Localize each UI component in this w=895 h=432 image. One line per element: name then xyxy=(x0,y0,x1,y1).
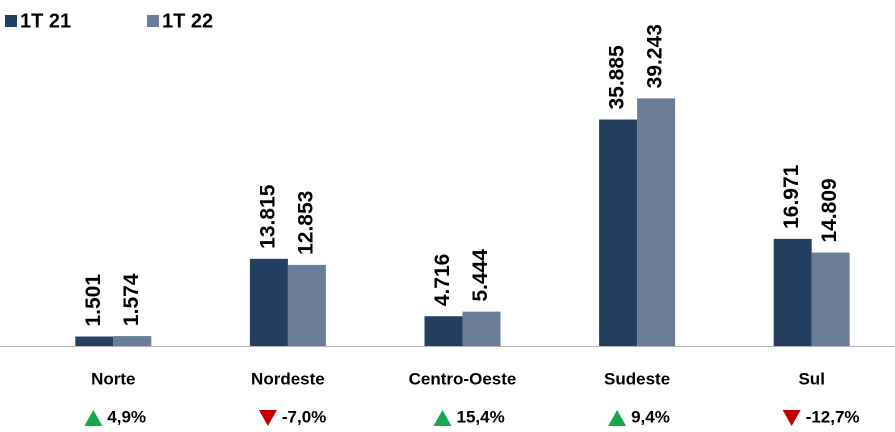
value-label: 39.243 xyxy=(644,24,667,88)
x-tick-label: Sul xyxy=(798,369,824,388)
value-label: 5.444 xyxy=(469,249,492,302)
bar xyxy=(599,119,638,346)
down-arrow xyxy=(258,410,277,426)
up-arrow xyxy=(84,410,103,426)
bar xyxy=(249,258,288,346)
up-arrow xyxy=(433,410,452,426)
change-label: -12,7% xyxy=(806,407,860,426)
value-label: 16.971 xyxy=(780,164,803,229)
change-label: 4,9% xyxy=(107,407,146,426)
x-tick-label: Centro-Oeste xyxy=(409,369,517,388)
x-tick-label: Norte xyxy=(91,369,135,388)
bar xyxy=(424,316,463,346)
value-label: 1.574 xyxy=(120,273,143,326)
x-tick-label: Nordeste xyxy=(251,369,325,388)
change-label: 9,4% xyxy=(631,407,670,426)
change-label: 15,4% xyxy=(457,407,505,426)
bar xyxy=(637,98,676,346)
value-label: 12.853 xyxy=(294,191,317,255)
bar xyxy=(75,336,114,346)
value-label: 14.809 xyxy=(818,178,841,242)
legend-label: 1T 22 xyxy=(162,10,213,32)
bar xyxy=(287,264,326,346)
value-label: 13.815 xyxy=(256,184,279,249)
bar xyxy=(811,252,850,346)
up-arrow xyxy=(608,410,627,426)
value-label: 1.501 xyxy=(82,274,105,327)
bar xyxy=(462,311,501,346)
down-arrow xyxy=(782,410,801,426)
value-label: 4.716 xyxy=(431,254,454,307)
legend-label: 1T 21 xyxy=(20,10,71,32)
legend-swatch xyxy=(5,15,17,27)
change-label: -7,0% xyxy=(282,407,326,426)
bar xyxy=(113,336,152,346)
legend-swatch xyxy=(147,15,159,27)
value-label: 35.885 xyxy=(606,45,629,110)
bar xyxy=(773,238,812,346)
x-tick-label: Sudeste xyxy=(604,369,670,388)
